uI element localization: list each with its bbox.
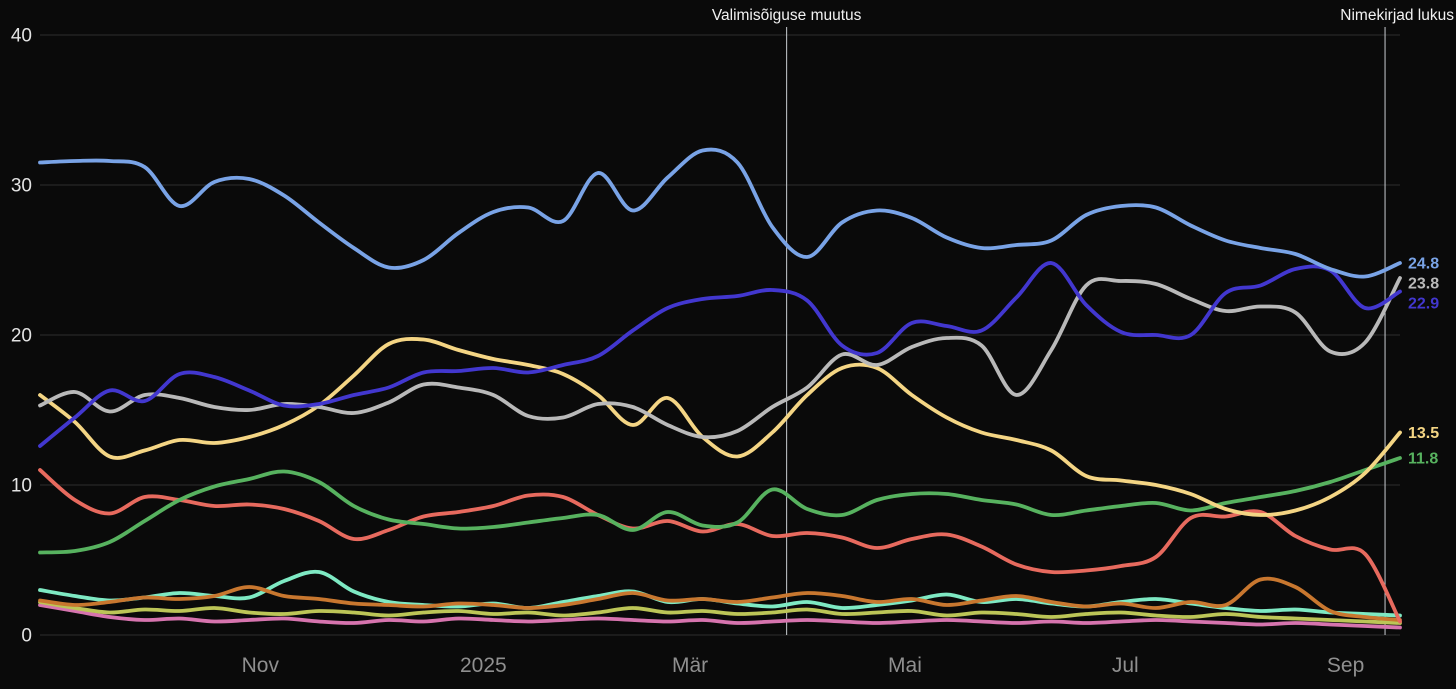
series-end-label: 22.9	[1408, 296, 1439, 313]
x-axis-tick-label: Sep	[1327, 654, 1364, 677]
x-axis-tick-label: Nov	[242, 654, 280, 677]
series-line-teal	[38, 569, 1402, 618]
y-axis-tick-label: 20	[11, 326, 32, 347]
y-axis-tick-label: 30	[11, 176, 32, 197]
series-line-orange	[38, 576, 1402, 622]
x-axis-tick-label: Mai	[888, 654, 922, 677]
series-line-yellow	[38, 337, 1402, 517]
series-end-label: 11.8	[1408, 451, 1438, 468]
series-line-olive	[38, 600, 1402, 625]
x-axis-tick-label: Mär	[672, 654, 708, 677]
annotation-label: Valimisõiguse muutus	[712, 7, 862, 24]
y-axis-tick-label: 0	[21, 626, 32, 647]
series-line-light-blue	[38, 147, 1402, 279]
series-line-pink	[38, 603, 1402, 630]
x-axis-tick-label: Jul	[1112, 654, 1139, 677]
series-end-label: 13.5	[1408, 425, 1439, 442]
series-end-label: 24.8	[1408, 256, 1439, 273]
series-line-dark-blue	[38, 261, 1402, 448]
y-axis-tick-label: 10	[11, 476, 32, 497]
x-axis-tick-label: 2025	[460, 654, 507, 677]
series-line-green	[38, 456, 1402, 555]
annotation-label: Nimekirjad lukus	[1340, 7, 1454, 24]
series-line-gray	[38, 276, 1402, 440]
series-end-label: 23.8	[1408, 276, 1439, 293]
y-axis-tick-label: 40	[11, 26, 32, 47]
